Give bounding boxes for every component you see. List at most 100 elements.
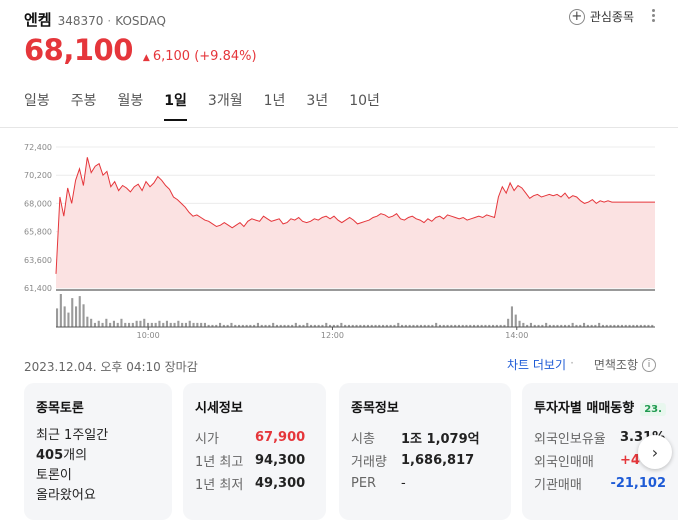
volume-bar	[583, 322, 586, 327]
timestamp: 2023.12.04. 오후 04:10 장마감	[24, 360, 198, 374]
volume-bar	[385, 324, 388, 327]
volume-bar	[222, 324, 225, 327]
volume-bar	[336, 324, 339, 327]
volume-bar	[347, 324, 350, 327]
volume-bar	[401, 324, 404, 327]
volume-bar	[586, 324, 589, 327]
volume-bar	[461, 324, 464, 327]
volume-bar	[601, 324, 604, 327]
volume-bar	[165, 320, 168, 327]
tab-1day[interactable]: 1일	[164, 90, 187, 121]
volume-bar	[605, 324, 608, 327]
volume-bar	[639, 324, 642, 327]
volume-bar	[120, 318, 123, 328]
investor-trend-card[interactable]: 투자자별 매매동향 23. 외국인보유율 3.31% 외국인매매 +4 기관매매 -21…	[522, 383, 678, 520]
separator-dot: ·	[107, 14, 112, 28]
volume-bar	[173, 322, 176, 327]
volume-bar	[510, 306, 513, 327]
intraday-price-chart[interactable]: 72,400 70,200 68,000 65,800 63,600 61,400 10:0…	[0, 136, 678, 346]
volume-bar	[435, 322, 438, 327]
disclaimer-label: 면책조항	[593, 358, 638, 372]
volume-bar	[564, 324, 567, 327]
stock-info-card[interactable]: 종목정보 시총 1조 1,079억 거래량 1,686,817 PER -	[339, 383, 511, 520]
volume-bar	[446, 324, 449, 327]
volume-bar	[241, 324, 244, 327]
volume-bar	[366, 324, 369, 327]
tab-monthly[interactable]: 월봉	[117, 93, 144, 109]
volume-bar	[480, 324, 483, 327]
discussion-card[interactable]: 종목토론 최근 1주일간 405개의 토론이 올라왔어요	[24, 383, 172, 520]
volume-bar	[188, 320, 191, 327]
tab-3years[interactable]: 3년	[306, 93, 329, 109]
current-price: 68,100	[24, 33, 133, 67]
volume-bar	[329, 324, 332, 327]
volume-bar	[71, 298, 74, 327]
volume-bar	[143, 318, 146, 328]
volume-bar	[56, 308, 59, 327]
volume-bar	[499, 324, 502, 327]
volume-bar	[613, 324, 616, 327]
volume-bar	[552, 324, 555, 327]
discussion-line: 최근 1주일간	[36, 428, 109, 443]
disclaimer-link[interactable]: 면책조항 i	[594, 356, 656, 373]
tab-1year[interactable]: 1년	[263, 93, 286, 109]
volume-bar	[548, 324, 551, 327]
volume-bar	[124, 322, 127, 327]
volume-bar	[484, 324, 487, 327]
volume-bar	[598, 322, 601, 327]
volume-bar	[86, 316, 89, 327]
volume-bar	[419, 324, 422, 327]
date-badge: 23.	[640, 403, 666, 416]
volume-bar	[219, 322, 222, 327]
row-label: PER	[351, 476, 377, 491]
volume-bar	[537, 324, 540, 327]
change-amount: 6,100	[152, 49, 191, 64]
volume-bar	[215, 324, 218, 327]
volume-bar	[495, 324, 498, 327]
volume-bar	[533, 324, 536, 327]
plus-icon: +	[568, 8, 585, 25]
volume-bar	[150, 322, 153, 327]
volume-bar	[200, 322, 203, 327]
row-label: 기관매매	[534, 478, 582, 493]
tab-10years[interactable]: 10년	[349, 93, 380, 109]
chart-more-link[interactable]: 차트 더보기	[506, 358, 566, 372]
market-row: 시가 67,900	[195, 426, 314, 449]
volume-bar	[545, 322, 548, 327]
volume-bar	[317, 324, 320, 327]
volume-bar	[211, 324, 214, 327]
row-label: 외국인보유율	[534, 432, 606, 447]
volume-bar	[287, 324, 290, 327]
volume-bar	[450, 324, 453, 327]
row-value: +4	[620, 453, 640, 468]
more-options-icon[interactable]	[648, 9, 658, 22]
discussion-suffix: 개의	[63, 448, 88, 463]
tab-weekly[interactable]: 주봉	[70, 93, 97, 109]
row-label: 1년 최저	[195, 478, 244, 493]
y-tick-label: 65,800	[24, 228, 52, 237]
volume-bar	[249, 324, 252, 327]
volume-bar	[75, 306, 78, 327]
up-triangle-icon: ▲	[142, 53, 150, 63]
volume-bar	[192, 322, 195, 327]
next-card-button[interactable]: ›	[638, 435, 672, 469]
favorite-label: 관심종목	[589, 10, 634, 24]
volume-bar	[389, 324, 392, 327]
x-tick-label: 14:00	[505, 331, 528, 340]
volume-bar	[196, 322, 199, 327]
tab-daily[interactable]: 일봉	[24, 93, 50, 109]
volume-bar	[325, 322, 328, 327]
volume-bar	[238, 324, 241, 327]
tab-3months[interactable]: 3개월	[207, 93, 243, 109]
stock-market: KOSDAQ	[115, 14, 166, 28]
volume-bar	[82, 304, 85, 327]
row-value: 49,300	[255, 476, 306, 491]
volume-bar	[647, 324, 650, 327]
volume-bar	[203, 322, 206, 327]
volume-bar	[488, 324, 491, 327]
volume-bar	[469, 324, 472, 327]
add-favorite-button[interactable]: + 관심종목	[568, 8, 634, 25]
discussion-line: 토론이	[36, 468, 72, 483]
card-title: 종목토론	[36, 401, 84, 416]
market-info-card[interactable]: 시세정보 시가 67,900 1년 최고 94,300 1년 최저 49,300	[183, 383, 326, 520]
